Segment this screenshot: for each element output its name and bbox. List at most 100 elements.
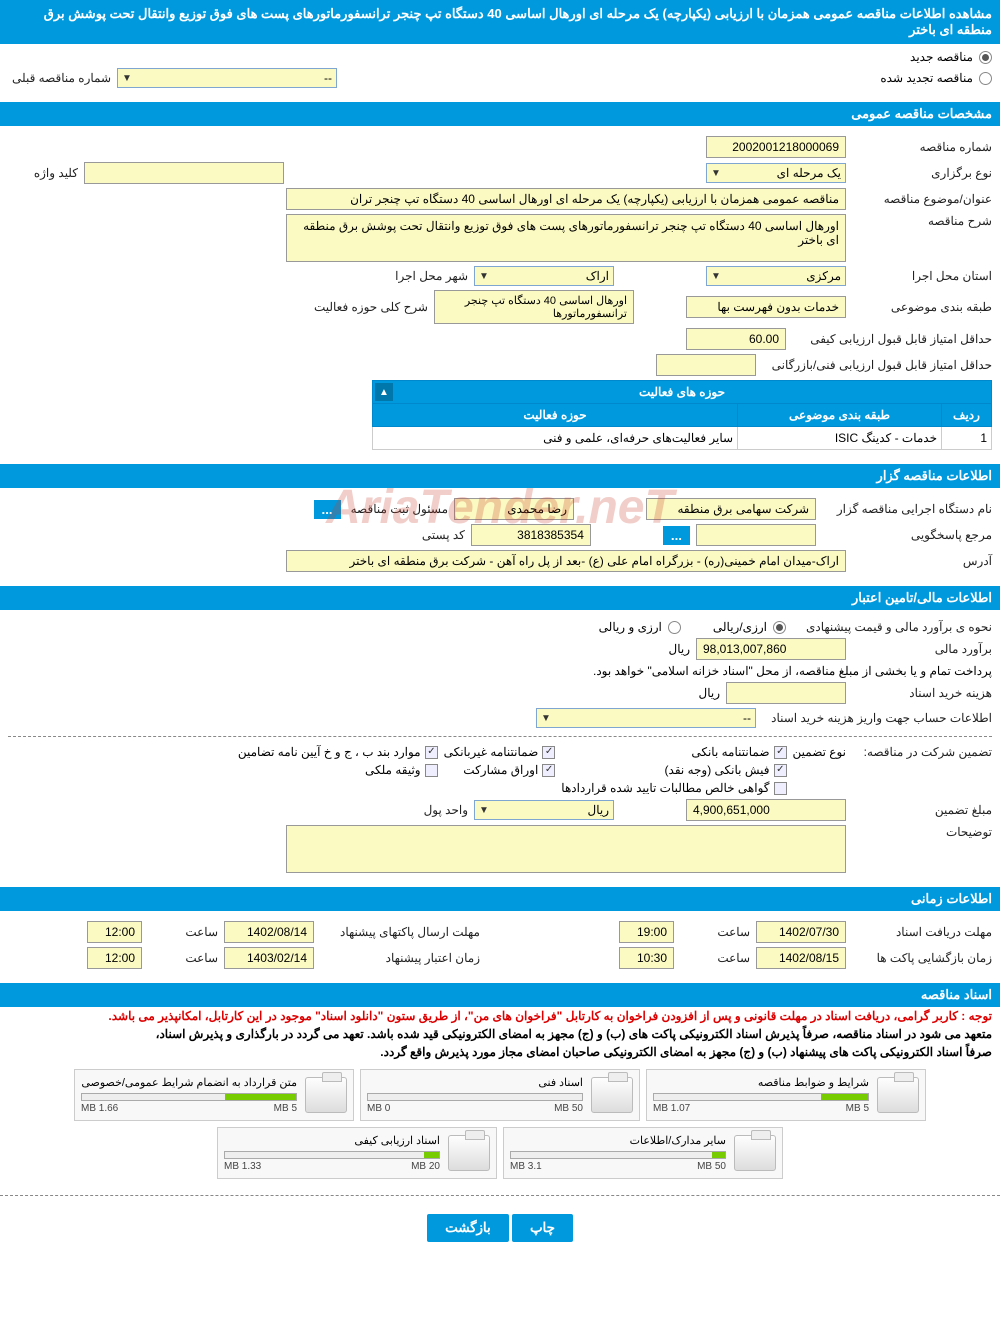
deadline-docs-date[interactable]: 1402/07/30 bbox=[756, 921, 846, 943]
col-row: ردیف bbox=[942, 404, 992, 427]
c2: ضمانتنامه غیربانکی bbox=[444, 745, 539, 759]
currency-select[interactable]: ریال ▼ bbox=[474, 800, 614, 820]
city-value: اراک bbox=[586, 269, 609, 283]
rial-label2: ریال bbox=[698, 686, 720, 700]
number-label: شماره مناقصه bbox=[852, 140, 992, 154]
progress-fill bbox=[712, 1152, 725, 1158]
prev-tender-value: -- bbox=[324, 71, 332, 85]
cell-cat: خدمات - کدینگ ISIC bbox=[738, 427, 942, 450]
open-date[interactable]: 1402/08/15 bbox=[756, 947, 846, 969]
activity-label: شرح کلی حوزه فعالیت bbox=[310, 300, 428, 314]
cell-idx: 1 bbox=[942, 427, 992, 450]
doc-total: 50 MB bbox=[554, 1103, 583, 1114]
c5: اوراق مشارکت bbox=[463, 763, 538, 777]
deadline-docs-time[interactable]: 19:00 bbox=[619, 921, 674, 943]
chk-property-collateral[interactable] bbox=[425, 764, 438, 777]
buy-cost-field[interactable] bbox=[726, 682, 846, 704]
chk-bank-guarantee[interactable] bbox=[774, 746, 787, 759]
explain-field[interactable] bbox=[286, 825, 846, 873]
ref-field[interactable] bbox=[696, 524, 816, 546]
fin-est-label: برآورد مالی bbox=[852, 642, 992, 656]
doc-used: 1.66 MB bbox=[81, 1103, 118, 1114]
doc-box-terms[interactable]: شرایط و ضوابط مناقصه 5 MB 1.07 MB bbox=[646, 1069, 926, 1121]
doc-box-technical[interactable]: اسناد فنی 50 MB0 MB bbox=[360, 1069, 640, 1121]
acct-select[interactable]: -- ▼ bbox=[536, 708, 756, 728]
ref-label: مرجع پاسخگویی bbox=[822, 528, 992, 542]
guarantee-amount-label: مبلغ تضمین bbox=[852, 803, 992, 817]
activity-table-title: حوزه های فعالیت bbox=[639, 385, 725, 399]
chk-bank-receipt[interactable] bbox=[774, 764, 787, 777]
deadline-submit-date[interactable]: 1402/08/14 bbox=[224, 921, 314, 943]
city-select[interactable]: اراک ▼ bbox=[474, 266, 614, 286]
docs-note1: توجه : کاربر گرامی، دریافت اسناد در مهلت… bbox=[0, 1007, 1000, 1025]
ref-lookup-button[interactable]: ... bbox=[663, 526, 690, 545]
guarantee-type-label: تضمین شرکت در مناقصه: bbox=[852, 745, 992, 759]
post-label: کد پستی bbox=[395, 528, 465, 542]
radio-arzi-riali2[interactable] bbox=[668, 621, 681, 634]
post-field[interactable]: 3818385354 bbox=[471, 524, 591, 546]
c6: وثیقه ملکی bbox=[365, 763, 421, 777]
reg-lookup-button[interactable]: ... bbox=[314, 500, 341, 519]
fin-est-field[interactable]: 98,013,007,860 bbox=[696, 638, 846, 660]
col-cat: طبقه بندی موضوعی bbox=[738, 404, 942, 427]
chk-nonbank-guarantee[interactable] bbox=[542, 746, 555, 759]
chk-regulation-items[interactable] bbox=[425, 746, 438, 759]
acct-value: -- bbox=[743, 711, 751, 725]
doc-used: 0 MB bbox=[367, 1103, 390, 1114]
activity-table: حوزه های فعالیت ▲ ردیف طبقه بندی موضوعی … bbox=[372, 380, 992, 450]
radio-renew-label: مناقصه تجدید شده bbox=[880, 71, 973, 85]
doc-box-other[interactable]: سایر مدارک/اطلاعات 50 MB3.1 MB bbox=[503, 1127, 783, 1179]
folder-icon bbox=[734, 1135, 776, 1171]
folder-icon bbox=[877, 1077, 919, 1113]
time-label2: ساعت bbox=[148, 925, 218, 939]
doc-total: 20 MB bbox=[411, 1161, 440, 1172]
tender-mode-group: مناقصه جدید bbox=[8, 50, 992, 64]
open-time[interactable]: 10:30 bbox=[619, 947, 674, 969]
type-select[interactable]: یک مرحله ای ▼ bbox=[706, 163, 846, 183]
chk-participation-bonds[interactable] bbox=[542, 764, 555, 777]
min-tech-field[interactable] bbox=[656, 354, 756, 376]
keyword-field[interactable] bbox=[84, 162, 284, 184]
province-value: مرکزی bbox=[806, 269, 841, 283]
province-select[interactable]: مرکزی ▼ bbox=[706, 266, 846, 286]
docs-grid: شرایط و ضوابط مناقصه 5 MB1.07 MB اسناد ف… bbox=[0, 1061, 1000, 1187]
doc-total: 5 MB bbox=[846, 1103, 869, 1114]
radio-new[interactable] bbox=[979, 51, 992, 64]
doc-title: شرایط و ضوابط مناقصه bbox=[653, 1076, 869, 1089]
collapse-icon[interactable]: ▲ bbox=[375, 383, 393, 401]
prev-tender-select[interactable]: -- ▼ bbox=[117, 68, 337, 88]
radio-renew[interactable] bbox=[979, 72, 992, 85]
open-label: زمان بازگشایی پاکت ها bbox=[852, 951, 992, 965]
addr-field[interactable]: اراک-میدان امام خمینی(ره) - بزرگراه امام… bbox=[286, 550, 846, 572]
addr-label: آدرس bbox=[852, 554, 992, 568]
min-quality-label: حداقل امتیاز قابل قبول ارزیابی کیفی bbox=[792, 332, 992, 346]
page-title-bar: مشاهده اطلاعات مناقصه عمومی همزمان با ار… bbox=[0, 0, 1000, 44]
doc-box-contract[interactable]: متن قرارداد به انضمام شرایط عمومی/خصوصی … bbox=[74, 1069, 354, 1121]
opt-arzi-riali: ارزی/ریالی bbox=[713, 620, 767, 634]
rial-label: ریال bbox=[668, 642, 690, 656]
back-button[interactable]: بازگشت bbox=[427, 1214, 509, 1242]
time-label4: ساعت bbox=[148, 951, 218, 965]
radio-arzi-riali[interactable] bbox=[773, 621, 786, 634]
guarantee-amount-field[interactable]: 4,900,651,000 bbox=[686, 799, 846, 821]
explain-label: توضیحات bbox=[852, 825, 992, 839]
chevron-down-icon: ▼ bbox=[711, 271, 721, 282]
doc-box-quality[interactable]: اسناد ارزیابی کیفی 20 MB1.33 MB bbox=[217, 1127, 497, 1179]
validity-date[interactable]: 1403/02/14 bbox=[224, 947, 314, 969]
subject-field[interactable]: مناقصه عمومی همزمان با ارزیابی (یکپارچه)… bbox=[286, 188, 846, 210]
chevron-down-icon: ▼ bbox=[541, 713, 551, 724]
chk-contract-cert[interactable] bbox=[774, 782, 787, 795]
fin-note: پرداخت تمام و یا بخشی از مبلغ مناقصه، از… bbox=[593, 664, 992, 678]
deadline-submit-time[interactable]: 12:00 bbox=[87, 921, 142, 943]
validity-label: زمان اعتبار پیشنهاد bbox=[320, 951, 480, 965]
desc-field[interactable]: اورهال اساسی 40 دستگاه تپ چنجر ترانسفورم… bbox=[286, 214, 846, 262]
docs-note3: صرفاً اسناد الکترونیکی پاکت های پیشنهاد … bbox=[0, 1043, 1000, 1061]
validity-time[interactable]: 12:00 bbox=[87, 947, 142, 969]
doc-used: 1.07 MB bbox=[653, 1103, 690, 1114]
min-quality-field[interactable]: 60.00 bbox=[686, 328, 786, 350]
print-button[interactable]: چاپ bbox=[512, 1214, 573, 1242]
doc-total: 5 MB bbox=[274, 1103, 297, 1114]
desc-label: شرح مناقصه bbox=[852, 214, 992, 228]
doc-used: 1.33 MB bbox=[224, 1161, 261, 1172]
section-time-title: اطلاعات زمانی bbox=[0, 887, 1000, 911]
